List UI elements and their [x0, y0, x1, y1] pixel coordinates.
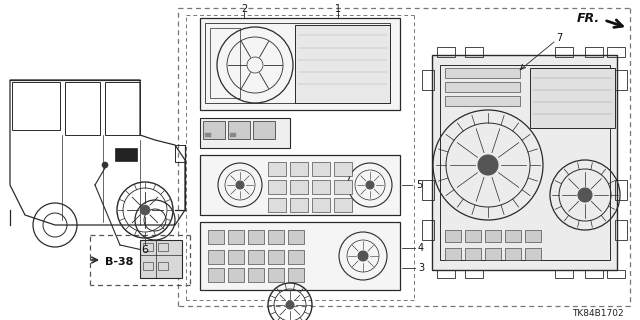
Bar: [230, 133, 236, 137]
Bar: [268, 198, 286, 212]
Text: 3: 3: [418, 263, 424, 273]
Bar: [288, 230, 304, 244]
Bar: [465, 47, 483, 57]
Bar: [210, 28, 240, 98]
Bar: [615, 70, 627, 90]
Bar: [208, 250, 224, 264]
Bar: [525, 230, 541, 242]
Bar: [437, 47, 455, 57]
Bar: [115, 148, 137, 161]
Circle shape: [140, 205, 150, 215]
Bar: [615, 180, 627, 200]
Bar: [143, 243, 153, 251]
Text: 1: 1: [335, 4, 341, 14]
Bar: [360, 28, 385, 63]
Bar: [228, 268, 244, 282]
Bar: [290, 162, 308, 176]
Bar: [268, 180, 286, 194]
Bar: [288, 268, 304, 282]
Bar: [312, 198, 330, 212]
Bar: [288, 250, 304, 264]
Bar: [268, 250, 284, 264]
Text: 4: 4: [418, 243, 424, 253]
Bar: [208, 268, 224, 282]
Polygon shape: [200, 155, 400, 215]
Circle shape: [358, 251, 368, 261]
Bar: [268, 268, 284, 282]
Bar: [422, 220, 434, 240]
Bar: [432, 55, 617, 270]
Bar: [422, 70, 434, 90]
Bar: [253, 121, 275, 139]
Bar: [205, 133, 211, 137]
Bar: [248, 230, 264, 244]
Circle shape: [478, 155, 498, 175]
Circle shape: [236, 181, 244, 189]
Bar: [485, 230, 501, 242]
Bar: [555, 270, 573, 278]
Text: 5: 5: [416, 180, 422, 190]
Bar: [208, 230, 224, 244]
Text: 2: 2: [241, 4, 247, 14]
Bar: [334, 198, 352, 212]
Bar: [228, 250, 244, 264]
Bar: [445, 96, 520, 106]
Bar: [445, 248, 461, 260]
Circle shape: [102, 162, 108, 168]
Text: FR.: FR.: [577, 12, 600, 25]
Bar: [228, 230, 244, 244]
Text: 7: 7: [556, 33, 563, 43]
Bar: [465, 230, 481, 242]
Bar: [268, 230, 284, 244]
Bar: [607, 270, 625, 278]
Bar: [607, 47, 625, 57]
Bar: [312, 162, 330, 176]
Circle shape: [366, 181, 374, 189]
Bar: [312, 180, 330, 194]
Bar: [585, 270, 603, 278]
Bar: [437, 270, 455, 278]
Bar: [205, 23, 390, 103]
Text: B-38: B-38: [105, 257, 133, 267]
Bar: [248, 250, 264, 264]
Bar: [615, 220, 627, 240]
Bar: [228, 121, 250, 139]
Bar: [530, 68, 615, 128]
Text: 6: 6: [141, 245, 148, 255]
Polygon shape: [200, 18, 400, 110]
Bar: [268, 162, 286, 176]
Bar: [525, 248, 541, 260]
Bar: [248, 268, 264, 282]
Bar: [295, 25, 390, 103]
Bar: [334, 180, 352, 194]
Bar: [465, 248, 481, 260]
Bar: [465, 270, 483, 278]
Circle shape: [286, 301, 294, 309]
Circle shape: [578, 188, 592, 202]
Bar: [505, 248, 521, 260]
Bar: [485, 248, 501, 260]
Bar: [440, 65, 610, 260]
Bar: [555, 47, 573, 57]
Bar: [290, 198, 308, 212]
Bar: [290, 180, 308, 194]
Bar: [158, 262, 168, 270]
Text: TK84B1702: TK84B1702: [572, 308, 624, 317]
Bar: [505, 230, 521, 242]
Bar: [143, 262, 153, 270]
Polygon shape: [200, 118, 290, 148]
Bar: [445, 82, 520, 92]
Bar: [445, 230, 461, 242]
Bar: [585, 47, 603, 57]
Bar: [445, 68, 520, 78]
Bar: [140, 240, 182, 278]
Bar: [334, 162, 352, 176]
Bar: [158, 243, 168, 251]
Bar: [422, 180, 434, 200]
Polygon shape: [200, 222, 400, 290]
Bar: [203, 121, 225, 139]
